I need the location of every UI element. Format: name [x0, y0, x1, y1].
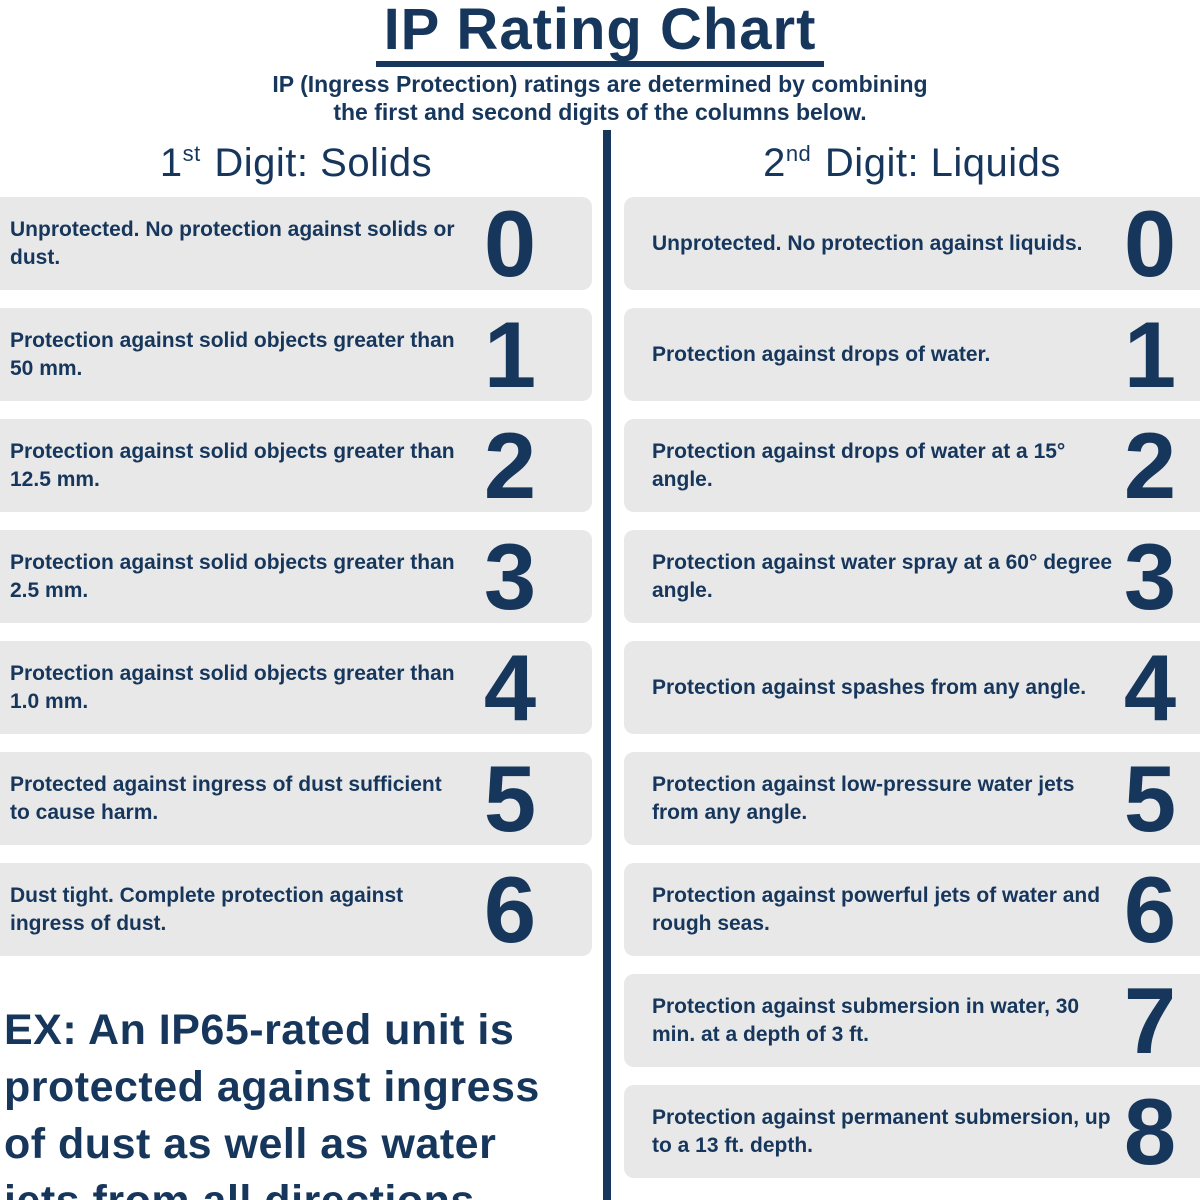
rating-description: Protection against permanent submersion,…: [652, 1106, 1111, 1157]
rating-description: Unprotected. No protection against liqui…: [652, 231, 1083, 255]
rating-row-liquids-3: Protection against water spray at a 60° …: [624, 524, 1200, 629]
rating-row-solids-1: Protection against solid objects greater…: [0, 302, 592, 407]
rating-digit: 3: [483, 524, 537, 629]
rating-description: Protection against solid objects greater…: [10, 551, 455, 602]
rating-digit: 0: [483, 191, 537, 296]
rating-description: Protection against drops of water.: [652, 342, 991, 366]
rating-row-solids-3: Protection against solid objects greater…: [0, 524, 592, 629]
rating-digit: 5: [1123, 746, 1177, 851]
rating-description: Protection against spashes from any angl…: [652, 675, 1087, 699]
liquids-rows: Unprotected. No protection against liqui…: [624, 191, 1200, 1184]
rating-description: Protection against low-pressure water je…: [652, 773, 1075, 824]
page-header: IP Rating Chart IP (Ingress Protection) …: [0, 0, 1200, 126]
rating-description: Protection against solid objects greater…: [10, 329, 455, 380]
solids-header-label: Digit: Solids: [214, 141, 433, 185]
rating-row-liquids-4: Protection against spashes from any angl…: [624, 635, 1200, 740]
rating-description: Protection against powerful jets of wate…: [652, 884, 1101, 935]
rating-row-solids-6: Dust tight. Complete protection against …: [0, 857, 592, 962]
solids-header-number: 1: [159, 141, 183, 185]
column-divider: [603, 130, 611, 1200]
rating-digit: 4: [1123, 635, 1177, 740]
rating-digit: 3: [1123, 524, 1177, 629]
example-line: jets from all directions.: [4, 1173, 604, 1200]
rating-digit: 1: [1123, 302, 1177, 407]
rating-description: Protection against solid objects greater…: [10, 662, 455, 713]
subtitle-line-2: the first and second digits of the colum…: [333, 98, 867, 125]
rating-digit: 7: [1123, 968, 1177, 1073]
solids-rows: Unprotected. No protection against solid…: [0, 191, 592, 962]
rating-description: Protected against ingress of dust suffic…: [10, 773, 442, 824]
subtitle: IP (Ingress Protection) ratings are dete…: [0, 71, 1200, 126]
rating-digit: 2: [483, 413, 537, 518]
subtitle-line-1: IP (Ingress Protection) ratings are dete…: [272, 71, 928, 98]
rating-description: Unprotected. No protection against solid…: [10, 218, 455, 269]
rating-row-solids-4: Protection against solid objects greater…: [0, 635, 592, 740]
example-line: protected against ingress: [4, 1063, 540, 1111]
example-text: EX: An IP65-rated unit is protected again…: [4, 1002, 604, 1200]
rating-digit: 5: [483, 746, 537, 851]
rating-row-solids-5: Protected against ingress of dust suffic…: [0, 746, 592, 851]
rating-digit: 6: [1123, 857, 1177, 962]
rating-description: Dust tight. Complete protection against …: [10, 884, 404, 935]
rating-description: Protection against submersion in water, …: [652, 995, 1080, 1046]
rating-description: Protection against solid objects greater…: [10, 440, 455, 491]
rating-digit: 0: [1123, 191, 1177, 296]
rating-row-liquids-7: Protection against submersion in water, …: [624, 968, 1200, 1073]
rating-row-liquids-5: Protection against low-pressure water je…: [624, 746, 1200, 851]
rating-row-liquids-1: Protection against drops of water. 1: [624, 302, 1200, 407]
rating-digit: 1: [483, 302, 537, 407]
page-title-text: IP Rating Chart: [375, 0, 825, 68]
rating-row-liquids-8: Protection against permanent submersion,…: [624, 1079, 1200, 1184]
rating-row-liquids-6: Protection against powerful jets of wate…: [624, 857, 1200, 962]
example-line: of dust as well as water: [4, 1120, 497, 1168]
rating-row-liquids-0: Unprotected. No protection against liqui…: [624, 191, 1200, 296]
rating-digit: 8: [1123, 1079, 1177, 1184]
rating-description: Protection against water spray at a 60° …: [652, 551, 1113, 602]
page-title: IP Rating Chart: [0, 0, 1200, 68]
rating-row-solids-2: Protection against solid objects greater…: [0, 413, 592, 518]
rating-row-solids-0: Unprotected. No protection against solid…: [0, 191, 592, 296]
liquids-header-number: 2: [763, 141, 786, 185]
rating-digit: 2: [1123, 413, 1177, 518]
example-line: EX: An IP65-rated unit is: [4, 1006, 515, 1054]
rating-digit: 4: [483, 635, 537, 740]
rating-row-liquids-2: Protection against drops of water at a 1…: [624, 413, 1200, 518]
liquids-header-label: Digit: Liquids: [824, 141, 1061, 185]
rating-digit: 6: [483, 857, 537, 962]
rating-description: Protection against drops of water at a 1…: [652, 440, 1066, 491]
